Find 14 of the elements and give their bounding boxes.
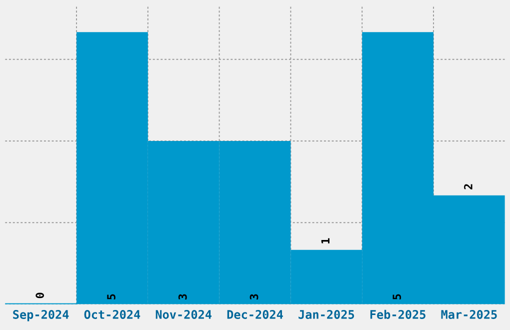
data-label: 5 bbox=[392, 294, 402, 300]
x-tick-label: Dec-2024 bbox=[227, 310, 283, 319]
data-label: 0 bbox=[36, 292, 44, 298]
data-label: 2 bbox=[464, 184, 472, 190]
data-label: 3 bbox=[178, 294, 187, 300]
data-label: 3 bbox=[250, 294, 258, 300]
data-label: 1 bbox=[321, 238, 330, 244]
x-tick-label: Jan-2025 bbox=[298, 310, 354, 319]
x-tick-label: Feb-2025 bbox=[370, 310, 426, 319]
x-tick-label: Nov-2024 bbox=[156, 310, 212, 319]
x-tick-label: Oct-2024 bbox=[84, 310, 140, 319]
x-tick-label: Mar-2025 bbox=[441, 310, 497, 319]
x-tick-label: Sep-2024 bbox=[13, 310, 69, 322]
data-label: 5 bbox=[107, 294, 116, 300]
